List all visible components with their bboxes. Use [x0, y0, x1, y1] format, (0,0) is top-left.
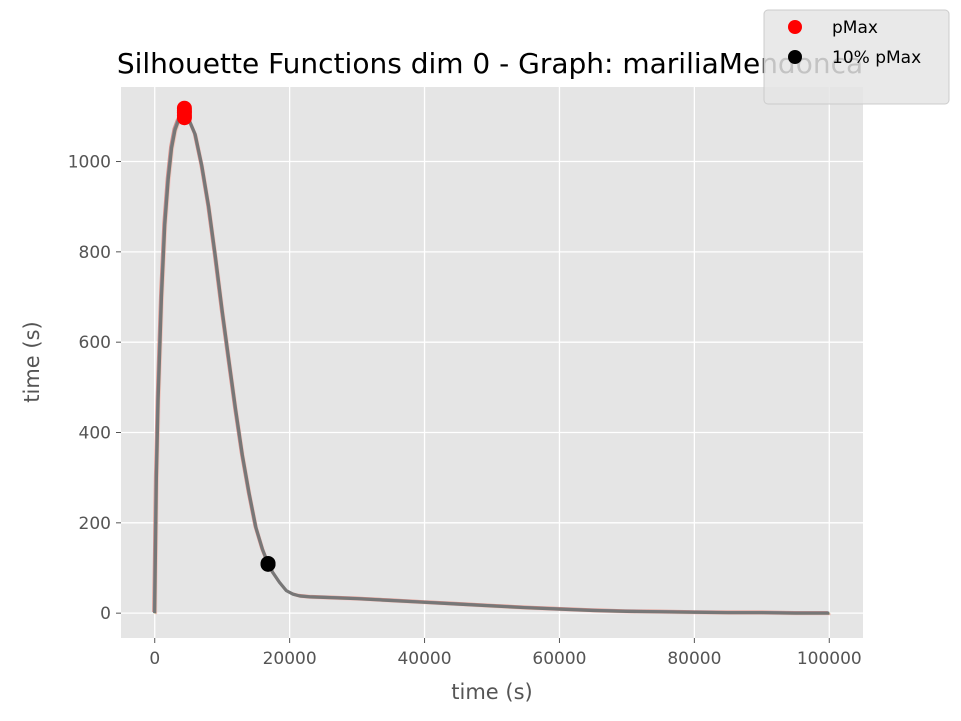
y-tick-label: 600	[79, 333, 111, 353]
y-axis-label: time (s)	[20, 321, 44, 402]
y-tick-label: 1000	[68, 153, 111, 173]
marker-points	[176, 100, 276, 572]
legend: pMax 10% pMax	[763, 9, 950, 105]
x-tick-label: 40000	[397, 649, 451, 669]
x-tick-label: 0	[149, 649, 160, 669]
grid-lines	[121, 87, 863, 638]
x-axis-ticks: 0 20000 40000 60000 80000 100000	[149, 638, 862, 669]
pmax-marker	[176, 110, 192, 126]
x-tick-label: 20000	[263, 649, 317, 669]
y-axis-ticks: 0 200 400 600 800 1000	[68, 153, 121, 624]
plot-area	[121, 87, 863, 638]
legend-10pct-marker	[788, 50, 802, 64]
y-tick-label: 800	[79, 243, 111, 263]
x-axis-label: time (s)	[451, 680, 532, 704]
legend-pmax-marker	[788, 20, 802, 34]
x-tick-label: 100000	[797, 649, 862, 669]
legend-pmax-label: pMax	[832, 18, 878, 38]
y-tick-label: 0	[100, 604, 111, 624]
chart-title: Silhouette Functions dim 0 - Graph: mari…	[117, 47, 863, 80]
ten-pct-pmax-marker	[260, 556, 276, 572]
x-tick-label: 80000	[667, 649, 721, 669]
x-tick-label: 60000	[532, 649, 586, 669]
y-tick-label: 400	[79, 424, 111, 444]
legend-10pct-label: 10% pMax	[832, 48, 921, 68]
legend-box	[763, 9, 950, 105]
y-tick-label: 200	[79, 514, 111, 534]
